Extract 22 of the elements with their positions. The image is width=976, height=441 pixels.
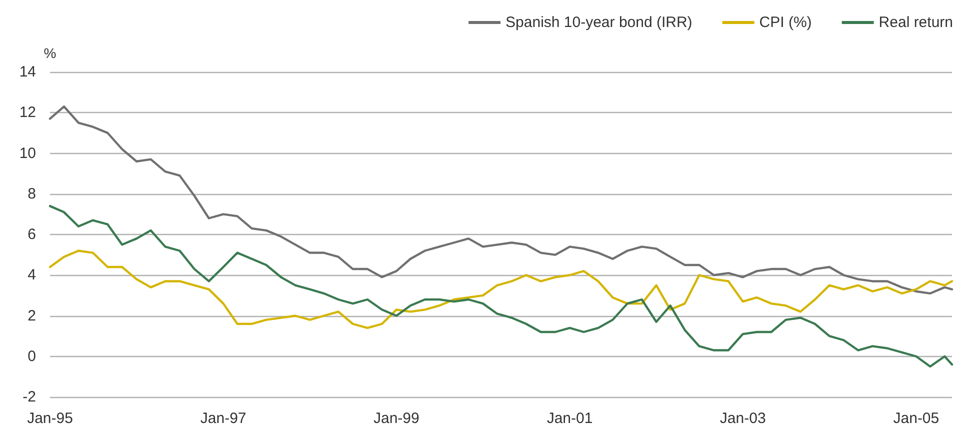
y-axis-title: % (44, 45, 56, 61)
y-tick-label: 8 (28, 185, 36, 202)
x-tick-label: Jan-97 (200, 410, 246, 427)
legend-label: Spanish 10-year bond (IRR) (506, 14, 692, 31)
x-tick-label: Jan-95 (27, 410, 73, 427)
y-tick-label: 0 (28, 348, 36, 365)
legend-label: Real return (878, 14, 953, 31)
x-tick-label: Jan-03 (720, 410, 766, 427)
line-series (48, 204, 954, 368)
x-tick-label: Jan-99 (373, 410, 420, 427)
y-tick-label: 4 (28, 266, 36, 284)
y-tick-label: 12 (19, 104, 36, 122)
legend-label: CPI (%) (759, 14, 812, 31)
y-tick-label: -2 (22, 388, 36, 406)
line-series (48, 250, 954, 330)
x-tick-label: Jan-01 (546, 410, 593, 427)
y-tick-label: 14 (19, 64, 36, 80)
x-tick-label: Jan-05 (893, 410, 940, 427)
y-tick-label: 2 (28, 307, 36, 324)
y-tick-label: 10 (19, 144, 36, 162)
y-tick-label: 6 (28, 226, 36, 243)
line-series (48, 105, 954, 295)
